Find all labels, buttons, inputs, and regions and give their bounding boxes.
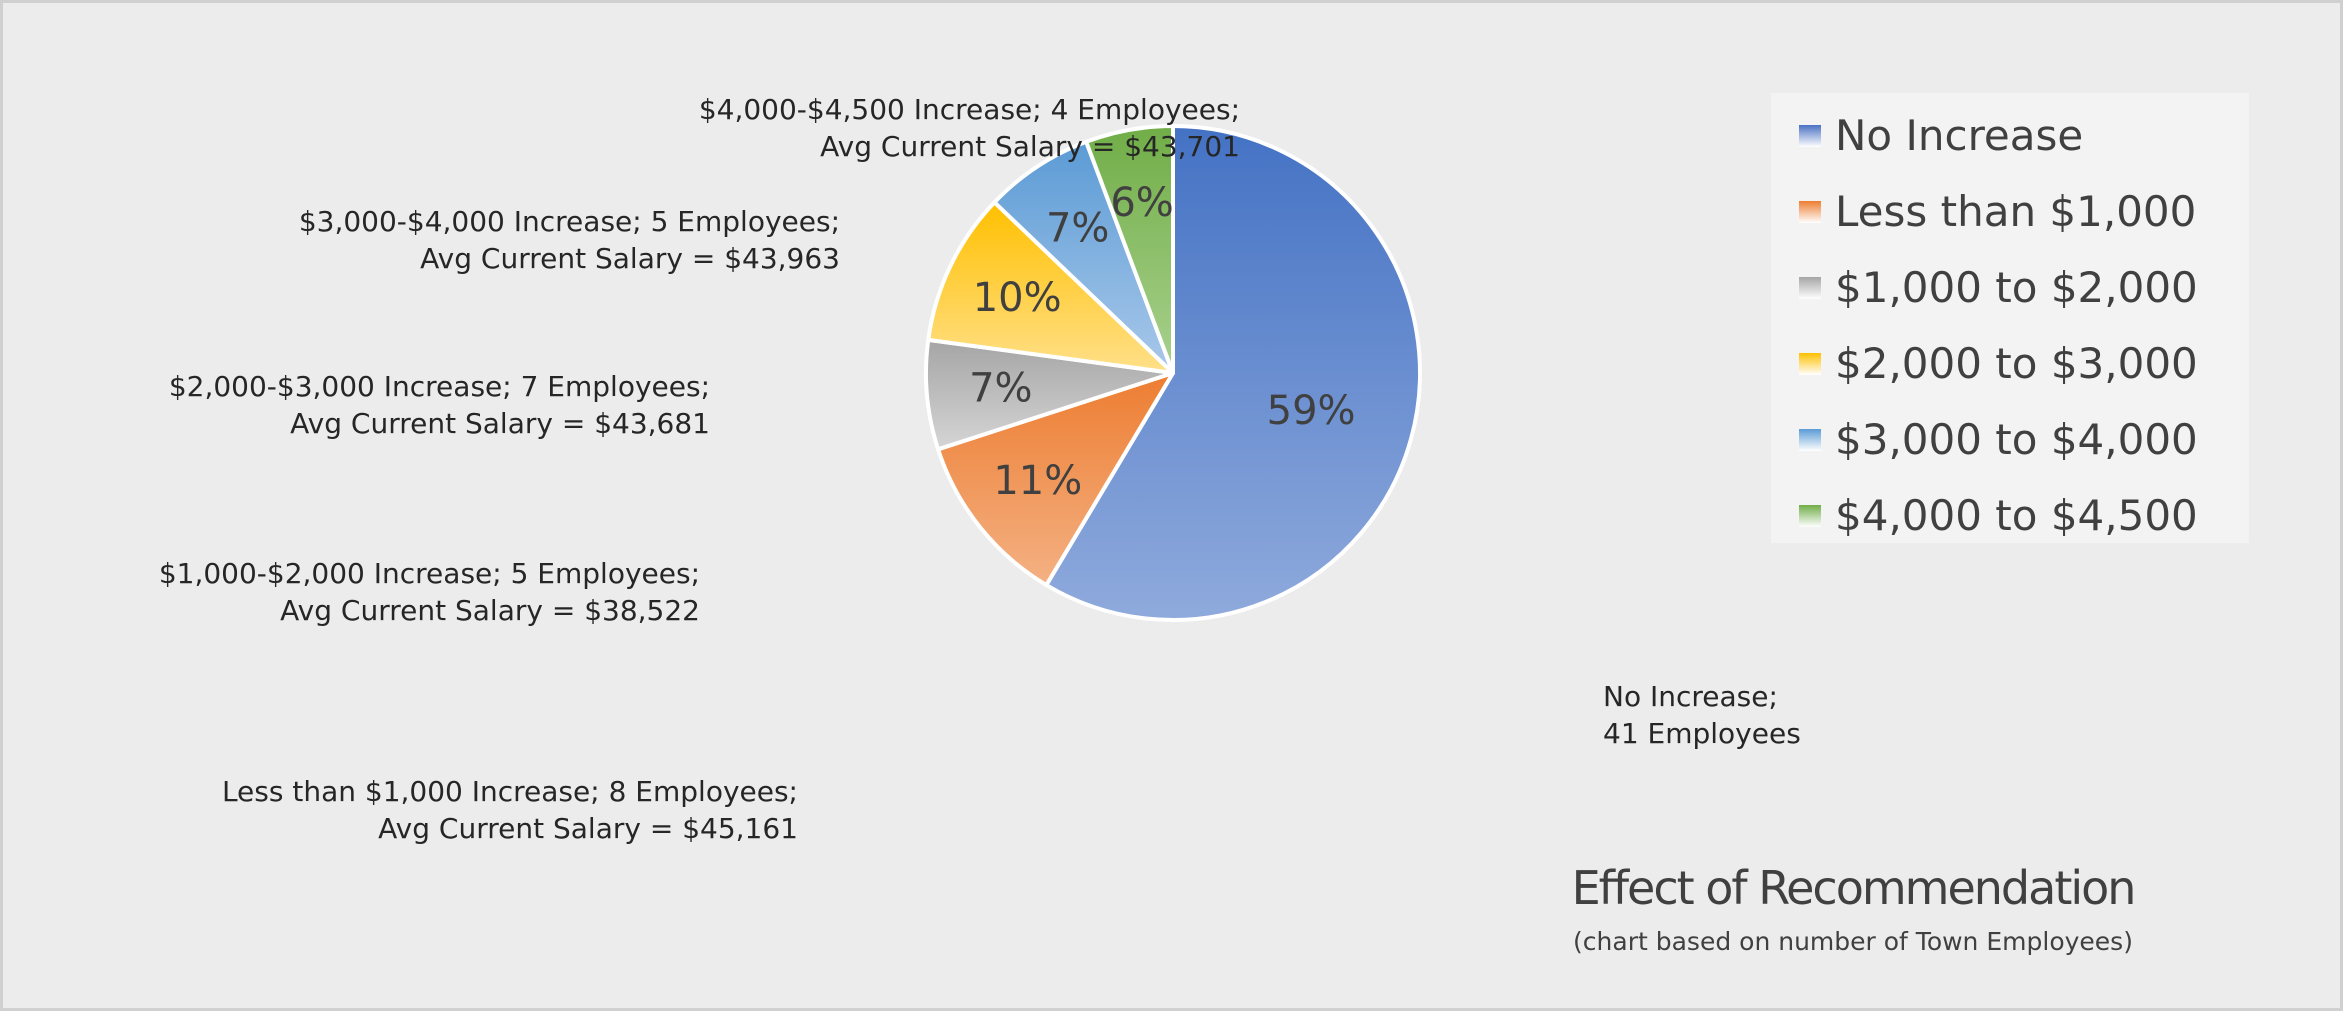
legend-swatch xyxy=(1799,276,1821,299)
legend-swatch xyxy=(1799,200,1821,223)
callout-line: Avg Current Salary = $43,701 xyxy=(820,130,1240,163)
callout-less-than-1-000: Less than $1,000 Increase; 8 Employees; A… xyxy=(222,773,798,847)
callout-line: $3,000-$4,000 Increase; 5 Employees; xyxy=(298,205,840,238)
data-label-3-000-to-4-000: 7% xyxy=(1046,206,1109,252)
legend-swatch xyxy=(1799,124,1821,147)
callout-line: Avg Current Salary = $38,522 xyxy=(280,594,700,627)
pie-slice-1-000-to-2-000 xyxy=(924,337,1175,452)
legend-swatch xyxy=(1799,504,1821,527)
pie-slice-less-than-1-000 xyxy=(936,371,1175,588)
data-label-4-000-to-4-500: 6% xyxy=(1110,180,1173,226)
legend-swatch xyxy=(1799,352,1821,375)
callout-line: $2,000-$3,000 Increase; 7 Employees; xyxy=(168,370,710,403)
pie-chart: 59%11%7%10%7%6% xyxy=(924,124,1422,622)
chart-subtitle: (chart based on number of Town Employees… xyxy=(1573,927,2133,956)
legend-label: $4,000 to $4,500 xyxy=(1835,491,2198,540)
legend-item-less-than-1-000: Less than $1,000 xyxy=(1799,187,2196,236)
pie-slice-2-000-to-3-000 xyxy=(926,200,1175,375)
legend: No Increase Less than $1,000 $1,000 to $2,… xyxy=(1771,93,2249,543)
legend-item-2-000-to-3-000: $2,000 to $3,000 xyxy=(1799,339,2198,388)
pie-slice-no-increase xyxy=(1044,124,1422,622)
callout-line: $1,000-$2,000 Increase; 5 Employees; xyxy=(158,557,700,590)
data-label-2-000-to-3-000: 10% xyxy=(973,275,1062,321)
callout-line: Avg Current Salary = $43,681 xyxy=(290,407,710,440)
callout-line: 41 Employees xyxy=(1603,717,1801,750)
callout-line: No Increase; xyxy=(1603,680,1778,713)
callout-4-000-to-4-500: $4,000-$4,500 Increase; 4 Employees; Avg … xyxy=(699,91,1240,165)
callout-no-increase: No Increase; 41 Employees xyxy=(1603,678,1801,752)
callout-line: Less than $1,000 Increase; 8 Employees; xyxy=(221,775,798,808)
callout-3-000-to-4-000: $3,000-$4,000 Increase; 5 Employees; Avg … xyxy=(299,203,840,277)
callout-line: $4,000-$4,500 Increase; 4 Employees; xyxy=(698,93,1240,126)
callout-line: Avg Current Salary = $45,161 xyxy=(378,812,798,845)
legend-label: $1,000 to $2,000 xyxy=(1835,263,2198,312)
legend-label: Less than $1,000 xyxy=(1835,187,2197,236)
legend-item-4-000-to-4-500: $4,000 to $4,500 xyxy=(1799,491,2198,540)
legend-label: No Increase xyxy=(1835,111,2084,160)
legend-item-1-000-to-2-000: $1,000 to $2,000 xyxy=(1799,263,2198,312)
data-label-less-than-1-000: 11% xyxy=(993,458,1082,504)
pie-slice-4-000-to-4-500 xyxy=(1084,124,1175,375)
legend-item-no-increase: No Increase xyxy=(1799,111,2083,160)
legend-label: $3,000 to $4,000 xyxy=(1835,415,2198,464)
chart-title: Effect of Recommendation xyxy=(1571,861,2137,915)
legend-swatch xyxy=(1799,428,1821,451)
callout-2-000-to-3-000: $2,000-$3,000 Increase; 7 Employees; Avg … xyxy=(169,368,710,442)
callout-1-000-to-2-000: $1,000-$2,000 Increase; 5 Employees; Avg … xyxy=(159,555,700,629)
legend-item-3-000-to-4-000: $3,000 to $4,000 xyxy=(1799,415,2198,464)
pie-slice-3-000-to-4-000 xyxy=(992,139,1175,375)
callout-line: Avg Current Salary = $43,963 xyxy=(420,242,840,275)
data-label-1-000-to-2-000: 7% xyxy=(969,366,1032,412)
legend-label: $2,000 to $3,000 xyxy=(1835,339,2198,388)
data-label-no-increase: 59% xyxy=(1267,388,1356,434)
